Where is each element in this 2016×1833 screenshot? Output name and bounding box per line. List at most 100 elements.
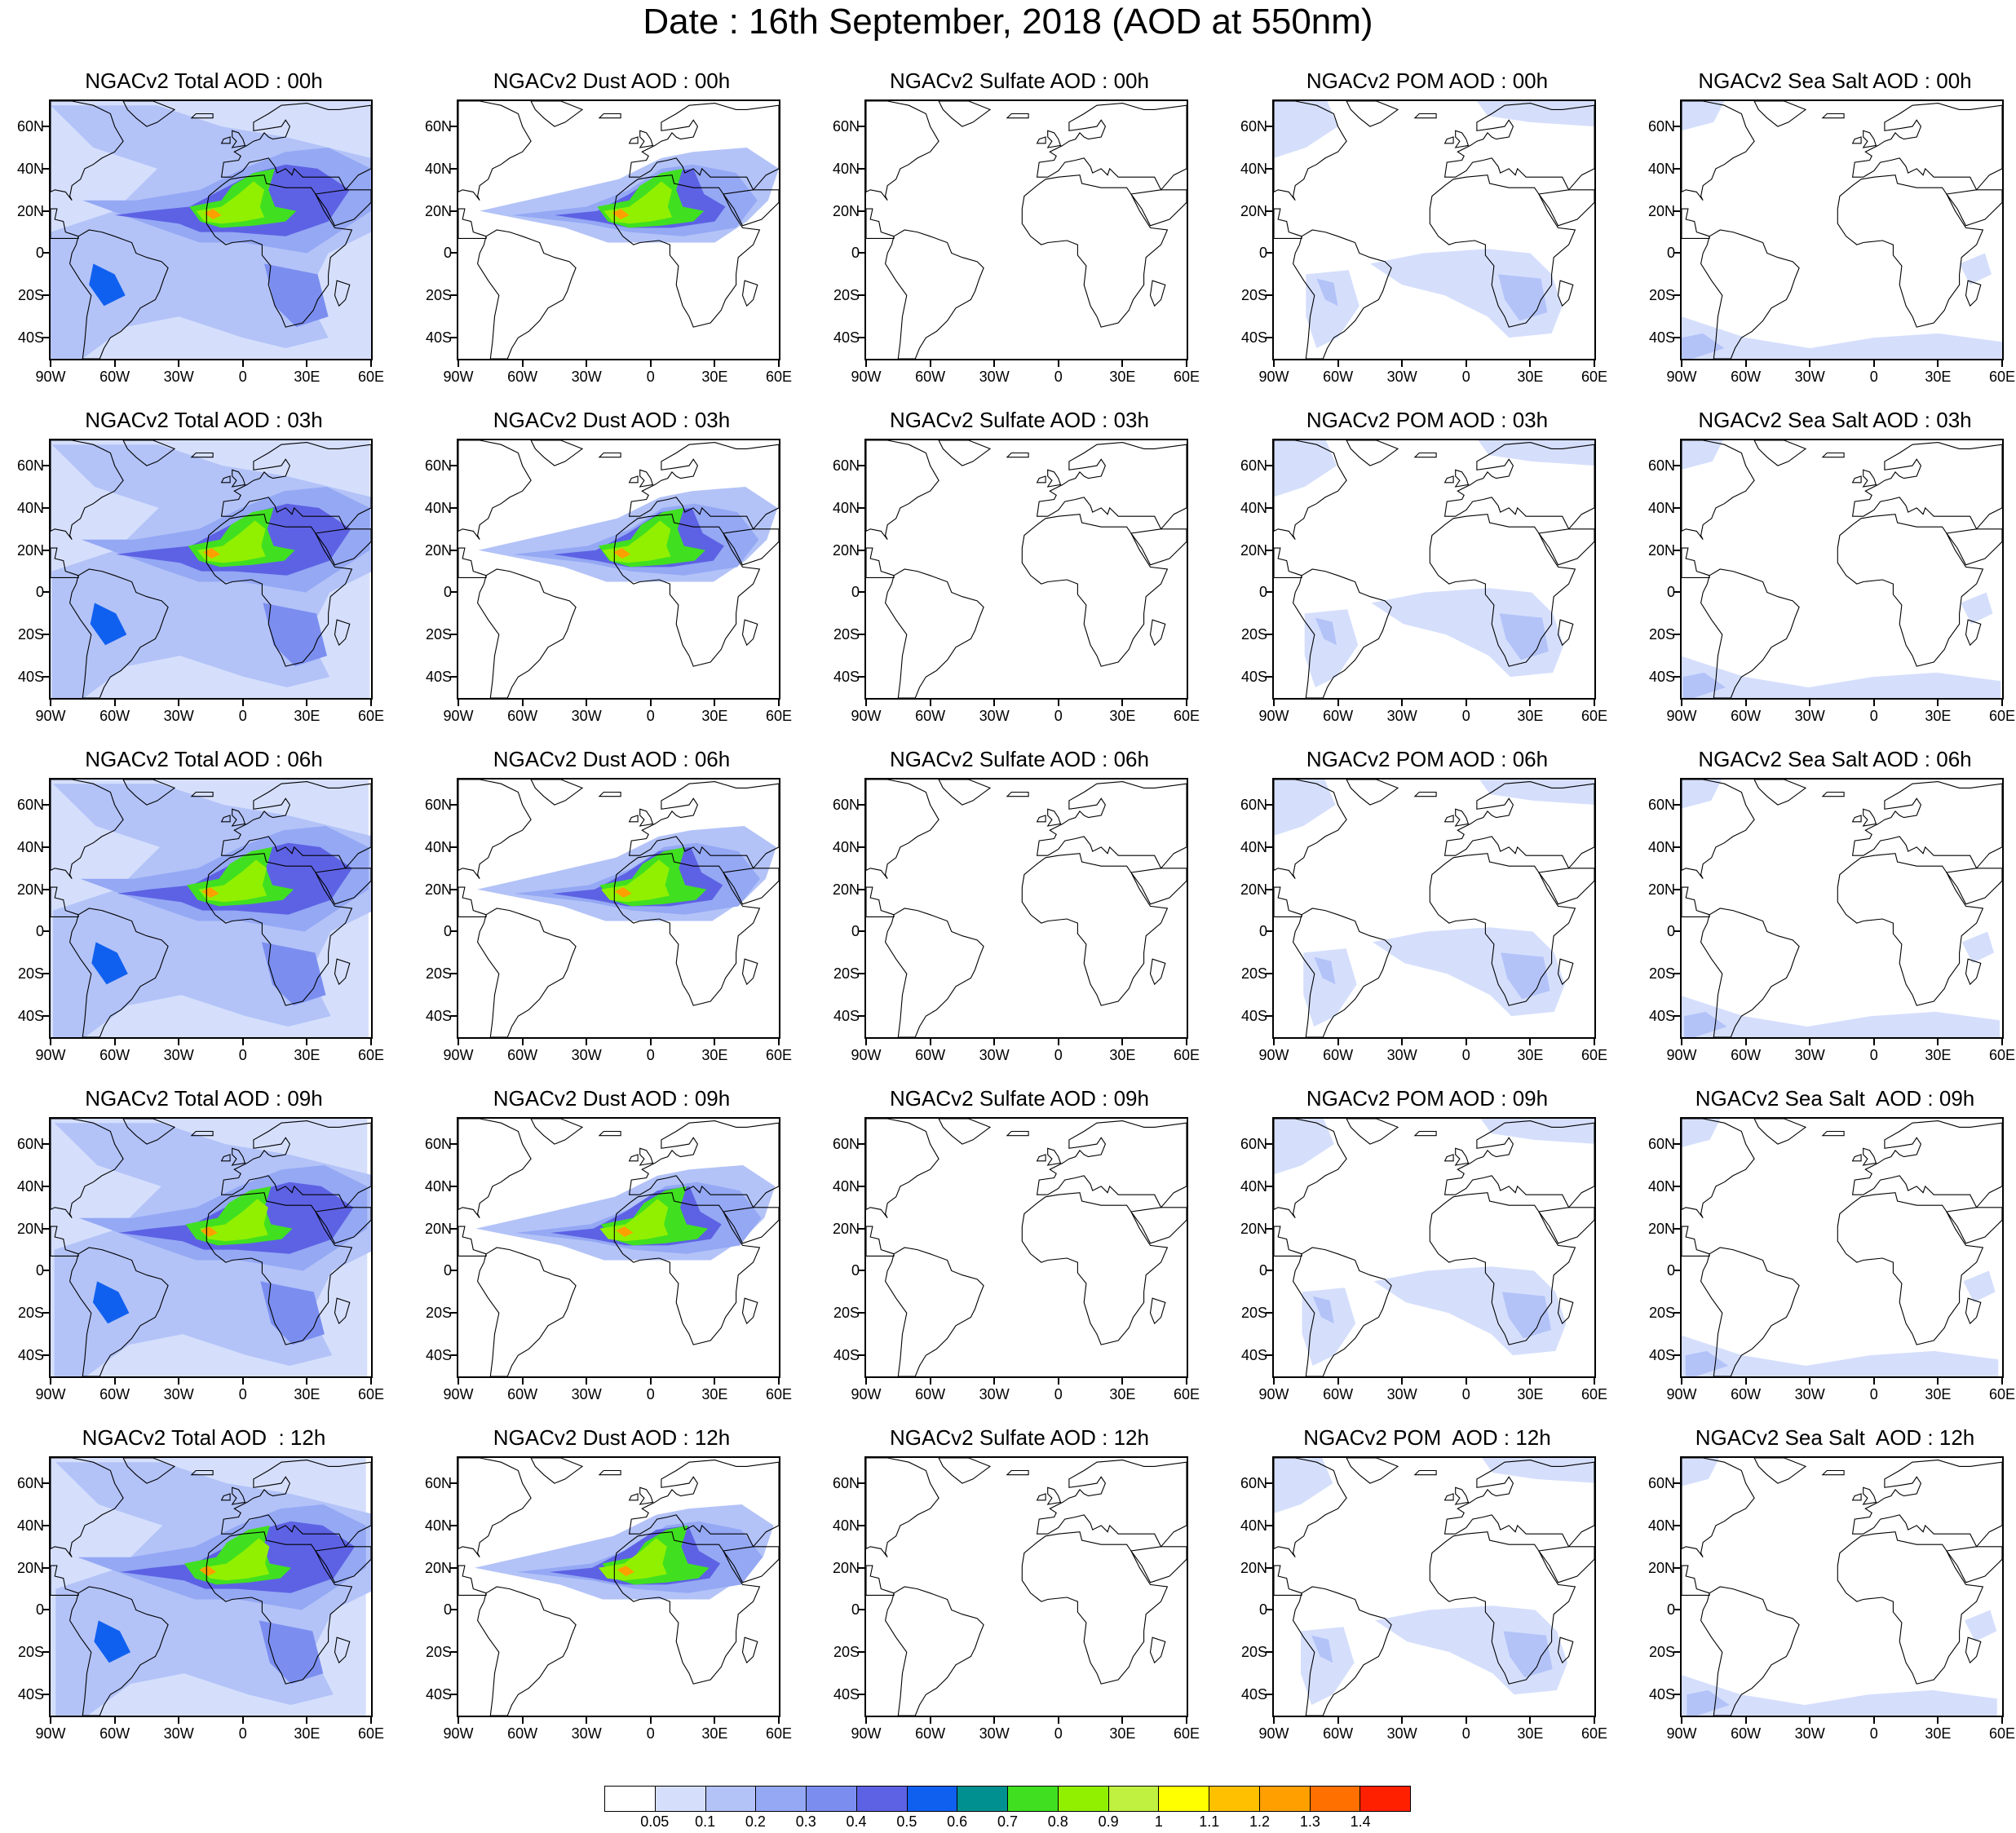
longitude-tick [714,1717,716,1724]
latitude-label: 60N [1647,1475,1675,1492]
longitude-tick [521,1378,524,1385]
latitude-tick [450,1015,457,1018]
coastline [1274,101,1347,201]
latitude-label: 0 [851,584,860,601]
panel-title: NGACv2 POM AOD : 03h [1306,408,1549,432]
longitude-label: 90W [443,1047,474,1063]
longitude-label: 60E [765,1386,793,1402]
aod-contour-level-1 [1274,101,1338,158]
longitude-tick [586,700,588,706]
colorbar-tick-label: 1.4 [1350,1813,1371,1830]
longitude-tick [370,1717,372,1724]
coastline [334,280,351,307]
latitude-label: 60N [424,1136,452,1153]
coastline [1700,908,1800,1037]
latitude-label: 0 [35,245,44,262]
latitude-label: 0 [35,584,44,601]
aod-contour-level-2 [1315,617,1337,646]
longitude-tick [1809,1039,1811,1045]
coastline [530,1458,584,1484]
longitude-label: 60W [1731,369,1762,385]
longitude-tick [1937,1717,1939,1724]
map-panel-sulfate-12h: NGACv2 Sulfate AOD : 12h 60N 40N 20N 0 20S 40S… [816,1424,1223,1766]
latitude-tick [1673,506,1680,509]
latitude-tick [42,1609,49,1611]
longitude-tick [306,1717,308,1724]
coastline [220,475,231,484]
longitude-label: 60W [507,708,538,724]
aod-contour-level-13 [617,1566,634,1576]
longitude-label: 0 [1869,1047,1878,1063]
map-panel-pom-12h: NGACv2 POM AOD : 12h 60N 40N 20N 0 20S 40S 90W 6… [1223,1424,1631,1766]
map-frame [1272,778,1596,1039]
coastline [628,1154,639,1162]
pom-aod-map [1274,1119,1594,1376]
longitude-label: 30E [1109,1725,1136,1742]
coastline [1443,781,1594,869]
longitude-label: 30E [1517,369,1544,385]
coastline [866,547,895,578]
aod-contour-level-13 [614,887,632,898]
latitude-label: 40N [16,1517,44,1534]
longitude-tick [1872,1717,1875,1724]
aod-contour-level-6 [90,603,127,646]
latitude-label: 0 [851,1262,860,1279]
longitude-tick [1529,1039,1532,1045]
latitude-label: 0 [1258,245,1267,262]
coastline [1036,475,1046,484]
latitude-tick [1266,591,1272,594]
coastline [1753,1458,1807,1484]
longitude-label: 30W [571,708,602,724]
coastline [885,908,984,1037]
longitude-tick [1401,1717,1404,1724]
latitude-tick [450,465,457,467]
longitude-label: 60W [1323,708,1354,724]
panel-title: NGACv2 Total AOD : 00h [85,68,323,93]
coastline [741,1636,758,1664]
longitude-tick [1057,700,1059,706]
coastline [51,547,79,578]
coastline [1413,1130,1437,1137]
longitude-label: 60E [1581,708,1608,724]
latitude-tick [1266,1524,1272,1526]
longitude-label: 30W [1386,1725,1417,1742]
coastline [1443,1120,1594,1208]
latitude-tick [42,1524,49,1526]
longitude-tick [370,1039,372,1045]
latitude-tick [1673,1482,1680,1485]
coastline [938,101,992,127]
coastline [1537,528,1594,566]
panel-title: NGACv2 Sulfate AOD : 12h [890,1425,1149,1450]
coastline [1454,1486,1470,1505]
latitude-tick [1673,973,1680,975]
longitude-tick [993,700,996,706]
coastline [190,1469,214,1476]
latitude-label: 60N [832,118,860,135]
latitude-tick [42,1694,49,1696]
longitude-tick [1937,1039,1939,1045]
latitude-label: 40N [1647,1517,1675,1534]
longitude-label: 30W [571,1386,602,1402]
coastline [1006,113,1029,119]
coastline [866,886,895,917]
latitude-label: 60N [1647,118,1675,135]
map-panel-dust-09h: NGACv2 Dust AOD : 09h 60N 40N 20N 0 20S 40S 90W… [408,1084,816,1427]
latitude-tick [450,1651,457,1654]
coastline [1443,136,1454,144]
coastline [458,440,532,541]
coastline [69,568,169,698]
longitude-label: 90W [443,708,474,724]
aod-contour-level-1 [1682,996,2000,1037]
aod-contour-level-1 [1682,101,1725,131]
colorbar-tick-label: 1.1 [1199,1813,1220,1830]
longitude-label: 30W [163,708,194,724]
longitude-tick [865,1717,867,1724]
coastline [1413,452,1437,458]
latitude-tick [42,294,49,297]
aod-contour-level-13 [613,548,631,559]
coastline [1293,908,1392,1037]
longitude-tick [1681,360,1682,367]
coastline [885,568,984,698]
map-frame [1680,1456,2004,1717]
